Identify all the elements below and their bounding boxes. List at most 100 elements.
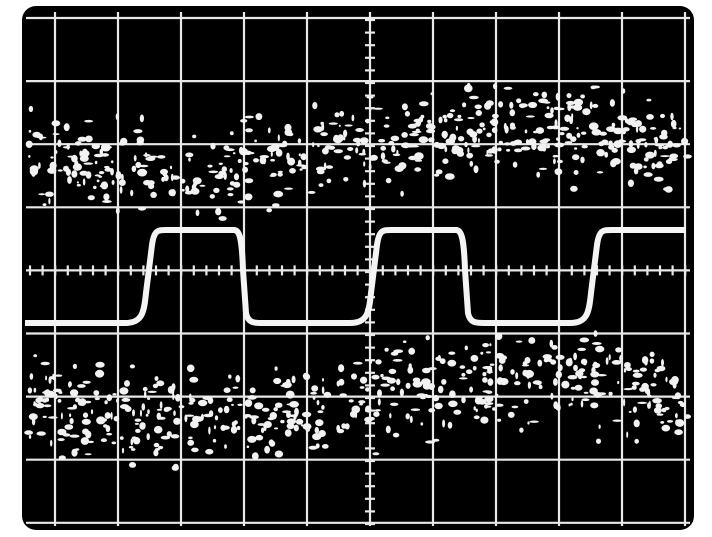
noise-speck	[576, 127, 579, 130]
noise-speck	[633, 167, 639, 175]
noise-speck	[72, 163, 82, 171]
noise-speck	[102, 200, 112, 203]
noise-speck	[442, 114, 448, 119]
noise-speck	[136, 136, 145, 144]
noise-speck	[205, 448, 214, 455]
noise-speck	[458, 136, 465, 142]
noise-speck	[493, 83, 498, 90]
noise-speck	[571, 397, 574, 402]
noise-speck	[31, 170, 36, 177]
noise-speck	[42, 203, 47, 207]
noise-speck	[484, 402, 494, 405]
noise-speck	[185, 414, 195, 417]
noise-speck	[322, 378, 324, 382]
noise-speck	[143, 179, 152, 186]
noise-speck	[311, 385, 319, 392]
noise-speck	[195, 209, 200, 217]
noise-speck	[360, 376, 368, 384]
noise-speck	[624, 118, 630, 124]
noise-speck	[298, 153, 301, 157]
noise-speck	[628, 410, 632, 413]
noise-speck	[411, 130, 422, 134]
noise-speck	[77, 136, 87, 142]
noise-speck	[420, 422, 424, 426]
noise-speck	[147, 397, 151, 400]
noise-speck	[491, 146, 498, 154]
noise-speck	[171, 189, 176, 197]
noise-speck	[400, 190, 404, 197]
noise-speck	[566, 132, 573, 139]
noise-speck	[604, 151, 609, 158]
noise-speck	[43, 404, 52, 408]
noise-speck	[432, 438, 440, 442]
noise-speck	[636, 143, 640, 149]
noise-speck	[643, 165, 647, 169]
noise-speck	[118, 179, 126, 187]
noise-speck	[670, 112, 674, 121]
noise-speck	[98, 171, 105, 175]
noise-speck	[596, 149, 605, 157]
noise-speck	[633, 419, 640, 428]
noise-speck	[415, 120, 422, 126]
noise-speck	[678, 127, 682, 130]
noise-speck	[632, 369, 640, 373]
noise-speck	[140, 409, 142, 417]
noise-speck	[324, 145, 333, 150]
noise-speck	[484, 102, 492, 110]
noise-speck	[566, 93, 572, 99]
noise-speck	[90, 409, 94, 415]
noise-speck	[611, 158, 621, 165]
noise-speck	[408, 363, 412, 369]
noise-speck	[141, 403, 146, 411]
noise-speck	[274, 366, 278, 371]
noise-speck	[82, 380, 91, 384]
noise-speck	[539, 139, 549, 144]
noise-speck	[339, 110, 345, 117]
noise-speck	[285, 378, 291, 386]
noise-speck	[119, 387, 129, 395]
noise-speck	[144, 390, 147, 399]
noise-speck	[145, 156, 156, 161]
noise-speck	[574, 384, 583, 391]
noise-speck	[247, 435, 257, 443]
noise-speck	[218, 170, 226, 176]
noise-speck	[91, 143, 101, 150]
noise-speck	[573, 98, 584, 106]
noise-speck	[524, 129, 528, 134]
noise-speck	[270, 143, 280, 151]
noise-speck	[230, 425, 238, 434]
noise-speck	[556, 137, 560, 141]
noise-speck	[469, 131, 478, 138]
noise-speck	[486, 150, 489, 155]
noise-speck	[68, 382, 72, 387]
noise-speck	[391, 145, 396, 153]
noise-speck	[286, 411, 291, 419]
noise-speck	[110, 160, 114, 164]
noise-speck	[344, 423, 350, 430]
noise-speck	[402, 340, 407, 344]
noise-speck	[175, 394, 181, 402]
noise-speck	[619, 354, 623, 362]
noise-speck	[385, 116, 390, 120]
noise-speck	[611, 147, 618, 153]
noise-speck	[312, 142, 315, 148]
noise-speck	[57, 438, 65, 442]
noise-speck	[104, 400, 108, 405]
noise-speck	[142, 386, 148, 392]
noise-speck	[278, 144, 288, 148]
noise-speck	[134, 422, 139, 425]
noise-speck	[57, 169, 63, 172]
noise-speck	[355, 147, 359, 154]
noise-speck	[369, 108, 372, 111]
noise-speck	[289, 401, 299, 408]
noise-speck	[380, 145, 387, 151]
noise-speck	[654, 136, 659, 144]
noise-speck	[267, 417, 275, 421]
noise-speck	[245, 128, 253, 133]
noise-speck	[595, 345, 605, 353]
noise-speck	[326, 178, 332, 184]
noise-speck	[471, 144, 481, 148]
noise-speck	[79, 155, 89, 162]
noise-speck	[672, 382, 677, 389]
noise-speck	[273, 407, 279, 412]
